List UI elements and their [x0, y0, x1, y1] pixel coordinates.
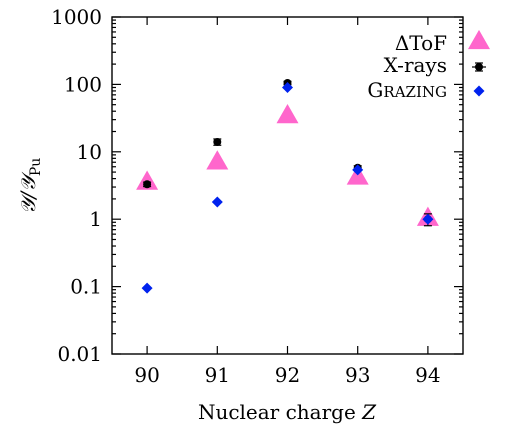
dtof-point	[136, 170, 159, 190]
legend-symbol-grazing	[473, 85, 485, 97]
legend-label-grazing: GRAZING	[367, 78, 447, 102]
legend-label-xrays: X-rays	[384, 53, 447, 77]
grazing-point	[282, 81, 293, 93]
y-axis-title: 𝒴/𝒴Pu	[16, 158, 44, 215]
legend-label-dtof: ΔToF	[395, 31, 447, 55]
y-axis: 0.01 0.1 1 10 100 1000	[51, 5, 463, 366]
y-axis-title-sub: Pu	[28, 158, 44, 176]
data-marks	[136, 78, 439, 294]
dtof-point	[276, 103, 299, 124]
x-tick-label: 92	[275, 363, 300, 387]
x-axis-title-var: Z	[361, 400, 377, 424]
xrays-point	[213, 137, 222, 146]
y-tick-label: 100	[64, 72, 102, 96]
x-tick-label: 93	[345, 363, 370, 387]
grazing-point	[352, 164, 364, 176]
x-axis-title: Nuclear charge Z	[198, 400, 377, 424]
x-axis-title-text: Nuclear charge	[198, 400, 362, 424]
xrays-point	[143, 180, 152, 189]
dtof-point	[206, 150, 229, 170]
x-tick-label: 91	[205, 363, 230, 387]
legend-label-grazing-rest: RAZING	[383, 83, 447, 101]
y-tick-label: 0.01	[57, 342, 102, 366]
legend-symbols	[468, 29, 490, 97]
x-axis: 90 91 92 93 94	[134, 17, 441, 387]
grazing-point	[141, 282, 153, 294]
y-tick-label: 10	[77, 140, 102, 164]
y-tick-label: 1000	[51, 5, 102, 29]
grazing-point	[211, 196, 223, 208]
grazing-point	[422, 213, 434, 225]
y-axis-title-main: 𝒴/𝒴	[16, 171, 40, 214]
y-tick-label: 0.1	[70, 275, 102, 299]
legend-label-grazing-lead: G	[367, 78, 383, 102]
x-tick-label: 90	[134, 363, 159, 387]
legend-symbol-xrays	[475, 63, 483, 71]
y-tick-label: 1	[89, 207, 102, 231]
x-tick-label: 94	[415, 363, 440, 387]
legend: ΔToF X-rays GRAZING	[367, 29, 490, 102]
legend-symbol-dtof	[468, 29, 490, 50]
